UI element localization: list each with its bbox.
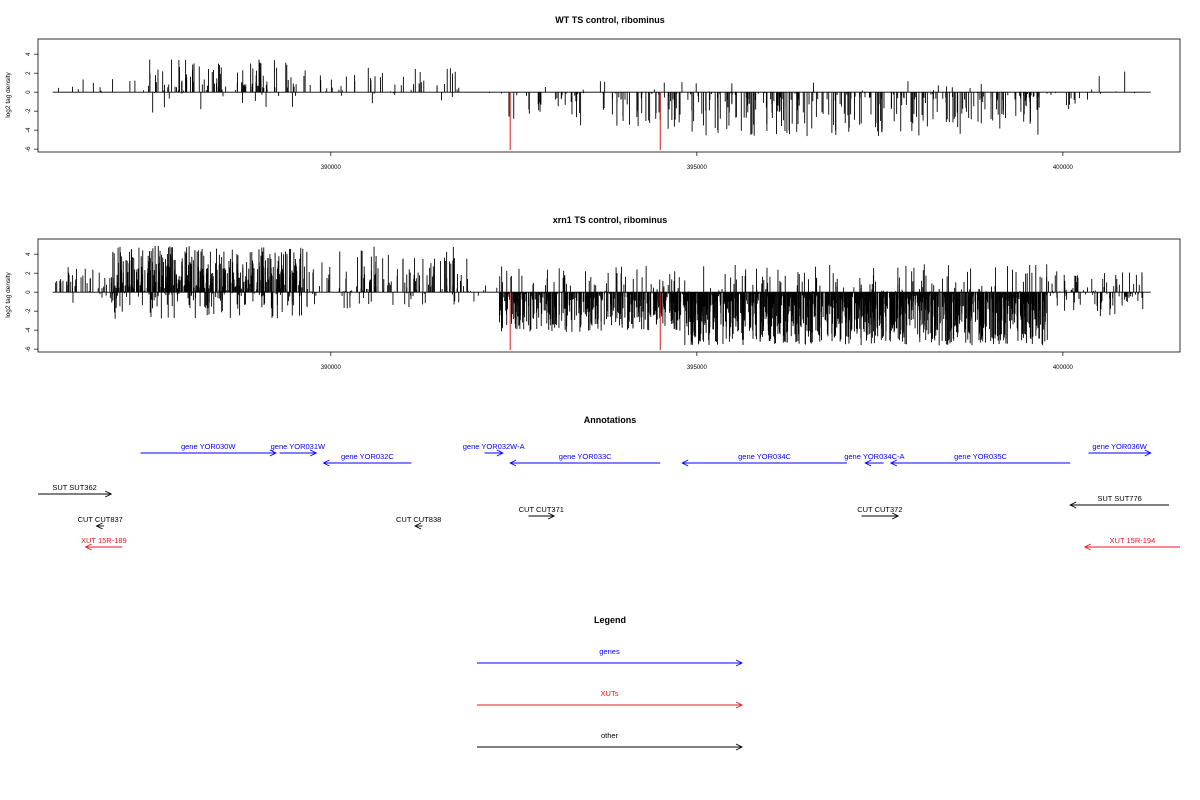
- feature-arrowhead: [547, 512, 556, 520]
- y-tick-label: 4: [26, 252, 32, 256]
- legend-item: genes: [477, 647, 744, 667]
- feature-label: CUT CUT838: [396, 515, 441, 524]
- feature-label: gene YOR033C: [559, 452, 612, 461]
- annotation-feature: CUT CUT838: [396, 515, 441, 530]
- legend-arrowhead: [735, 743, 744, 751]
- feature-arrowhead: [1144, 449, 1152, 457]
- wt-panel-title: WT TS control, ribominus: [555, 15, 665, 25]
- feature-arrowhead: [889, 459, 898, 467]
- feature-arrowhead: [309, 449, 318, 457]
- y-tick-label: -4: [26, 127, 32, 133]
- feature-arrowhead: [1083, 543, 1092, 551]
- legend-label: genes: [599, 647, 620, 656]
- y-tick-label: 2: [26, 71, 32, 75]
- feature-arrowhead: [95, 522, 103, 530]
- feature-label: CUT CUT371: [519, 505, 564, 514]
- annotation-feature: SUT SUT362: [38, 483, 113, 498]
- legend-arrowhead: [735, 701, 744, 709]
- annotation-feature: SUT SUT776: [1069, 494, 1170, 509]
- annotation-features: gene YOR030W gene YOR031W gene YOR032C gene…: [38, 442, 1180, 551]
- annotations-title: Annotations: [584, 415, 637, 425]
- y-tick-label: -4: [26, 327, 32, 333]
- feature-arrowhead: [84, 543, 92, 551]
- wt-bars: [52, 59, 1151, 151]
- annotation-feature: gene YOR036W: [1088, 442, 1152, 457]
- legend-title: Legend: [594, 615, 626, 625]
- legend-items: genes XUTs other: [477, 647, 744, 751]
- wt-y-axis-label: log2 tag density: [5, 71, 12, 117]
- annotation-feature: CUT CUT371: [519, 505, 564, 520]
- feature-arrowhead: [496, 449, 504, 457]
- y-tick-label: -6: [26, 346, 32, 352]
- feature-arrowhead: [681, 459, 689, 467]
- annotation-feature: CUT CUT372: [857, 505, 903, 520]
- y-tick-label: -2: [26, 108, 32, 114]
- feature-arrowhead: [864, 459, 872, 467]
- annotation-feature: CUT CUT837: [78, 515, 123, 530]
- feature-label: SUT SUT776: [1097, 494, 1141, 503]
- xrn1-bars: [52, 245, 1151, 351]
- feature-arrowhead: [414, 522, 422, 530]
- x-tick-label: 395000: [687, 165, 708, 171]
- annotation-feature: gene YOR035C: [889, 452, 1071, 467]
- xrn1-x-axis: 390000 395000 400000: [321, 352, 1074, 371]
- legend-item: XUTs: [477, 689, 744, 709]
- feature-arrowhead: [891, 512, 900, 520]
- wt-y-axis: -6 -4 -2 0 2 4: [26, 52, 38, 152]
- feature-arrowhead: [1069, 501, 1077, 509]
- annotation-feature: XUT 15R-189: [81, 536, 127, 551]
- x-tick-label: 390000: [321, 165, 342, 171]
- feature-label: XUT 15R-189: [81, 536, 127, 545]
- annotation-feature: gene YOR032W-A: [463, 442, 525, 457]
- annotation-feature: XUT 15R-194: [1083, 536, 1180, 551]
- feature-label: gene YOR036W: [1092, 442, 1147, 451]
- feature-label: gene YOR034C-A: [844, 452, 904, 461]
- wt-density-panel: WT TS control, ribominus 390000 395000 400…: [5, 15, 1181, 171]
- legend-arrowhead: [735, 659, 744, 667]
- x-tick-label: 400000: [1053, 365, 1074, 371]
- feature-arrowhead: [509, 459, 517, 467]
- y-tick-label: 4: [26, 52, 32, 56]
- annotations-track: Annotations gene YOR030W gene YOR031Wgene…: [38, 415, 1180, 551]
- y-tick-label: 0: [26, 90, 32, 94]
- feature-label: gene YOR034C: [738, 452, 791, 461]
- x-tick-label: 395000: [687, 365, 708, 371]
- y-tick-label: 2: [26, 271, 32, 275]
- feature-label: CUT CUT837: [78, 515, 123, 524]
- feature-label: gene YOR035C: [954, 452, 1007, 461]
- y-tick-label: 0: [26, 290, 32, 294]
- feature-label: SUT SUT362: [52, 483, 96, 492]
- xrn1-density-panel: xrn1 TS control, ribominus 390000 395000 4…: [5, 215, 1181, 371]
- feature-label: gene YOR032W-A: [463, 442, 525, 451]
- feature-label: gene YOR030W: [181, 442, 236, 451]
- feature-label: CUT CUT372: [857, 505, 902, 514]
- legend-item: other: [477, 731, 744, 751]
- feature-label: gene YOR032C: [341, 452, 394, 461]
- feature-label: XUT 15R-194: [1110, 536, 1156, 545]
- legend-label: other: [601, 731, 619, 740]
- xrn1-y-axis: -6 -4 -2 0 2 4: [26, 252, 38, 352]
- annotation-feature: gene YOR033C: [509, 452, 661, 467]
- annotation-feature: gene YOR031W: [271, 442, 326, 457]
- xrn1-plot-frame: [37, 238, 1181, 353]
- y-tick-label: -6: [26, 146, 32, 152]
- x-tick-label: 400000: [1053, 165, 1074, 171]
- annotation-feature: gene YOR032C: [322, 452, 412, 467]
- y-tick-label: -2: [26, 308, 32, 314]
- xrn1-panel-title: xrn1 TS control, ribominus: [553, 215, 668, 225]
- x-tick-label: 390000: [321, 365, 342, 371]
- feature-arrowhead: [105, 490, 113, 498]
- wt-x-axis: 390000 395000 400000: [321, 152, 1074, 171]
- feature-arrowhead: [322, 459, 330, 467]
- annotation-feature: gene YOR030W: [140, 442, 277, 457]
- feature-arrowhead: [269, 449, 277, 457]
- annotation-feature: gene YOR034C: [681, 452, 847, 467]
- wt-plot-frame: [37, 38, 1181, 153]
- legend-label: XUTs: [601, 689, 619, 698]
- annotation-feature: gene YOR034C-A: [844, 452, 905, 467]
- legend: Legend genes XUTs other: [477, 615, 744, 751]
- feature-label: gene YOR031W: [271, 442, 326, 451]
- xrn1-y-axis-label: log2 tag density: [5, 271, 12, 317]
